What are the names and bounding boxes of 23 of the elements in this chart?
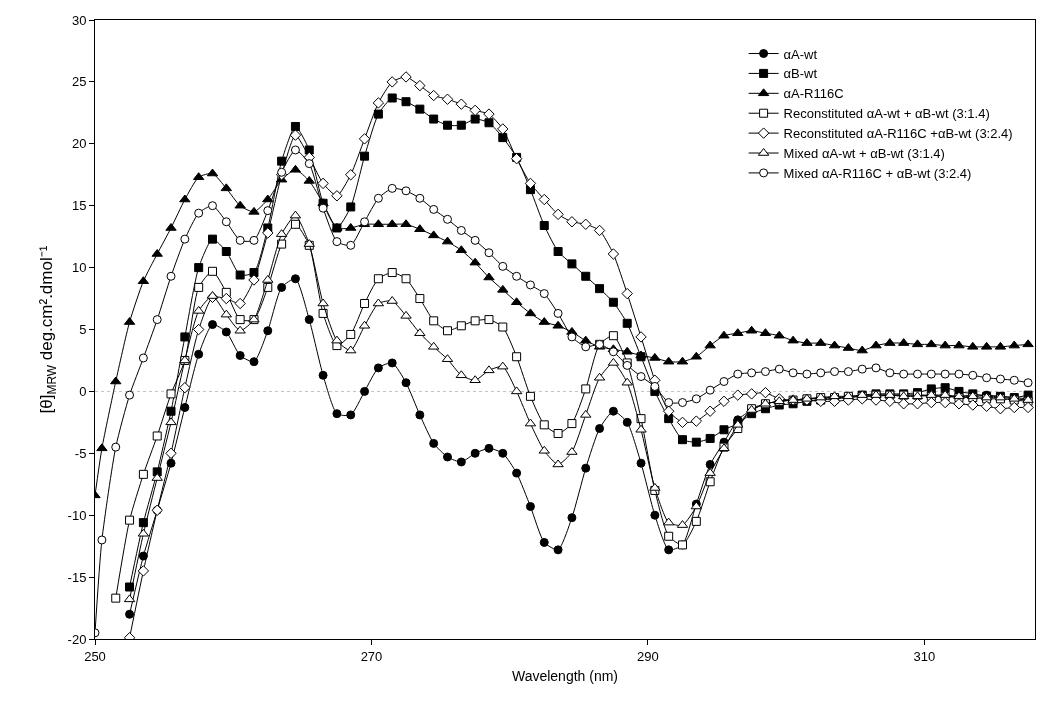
y-tick-label: 10 xyxy=(71,260,87,276)
legend-label: αA-R116C xyxy=(783,86,844,102)
y-tick-label: -10 xyxy=(67,507,87,523)
legend-label: αB-wt xyxy=(783,66,818,82)
y-tick-label: 5 xyxy=(79,322,87,338)
x-tick-label: 270 xyxy=(360,648,383,664)
legend-label: Reconstituted αA-R116C +αB-wt (3:2.4) xyxy=(783,126,1013,142)
y-tick-label: 30 xyxy=(71,12,87,28)
y-tick-label: -20 xyxy=(67,631,87,647)
y-tick-label: 20 xyxy=(71,136,87,152)
x-tick-label: 290 xyxy=(637,648,659,664)
legend-label: αA-wt xyxy=(783,46,818,62)
x-axis-title: Wavelength (nm) xyxy=(511,667,619,684)
y-tick-label: 15 xyxy=(71,198,87,214)
legend-label: Mixed αA-wt + αB-wt (3:1.4) xyxy=(783,146,945,162)
x-tick-label: 250 xyxy=(84,648,106,664)
y-tick-label: 0 xyxy=(79,383,87,399)
y-tick-label: -15 xyxy=(67,569,87,585)
y-tick-label: 25 xyxy=(71,74,87,90)
y-tick-label: -5 xyxy=(74,445,87,461)
legend-label: Reconstituted αA-wt + αB-wt (3:1.4) xyxy=(783,106,990,122)
legend-label: Mixed αA-R116C + αB-wt (3:2.4) xyxy=(783,165,972,181)
x-tick-label: 310 xyxy=(913,648,936,664)
